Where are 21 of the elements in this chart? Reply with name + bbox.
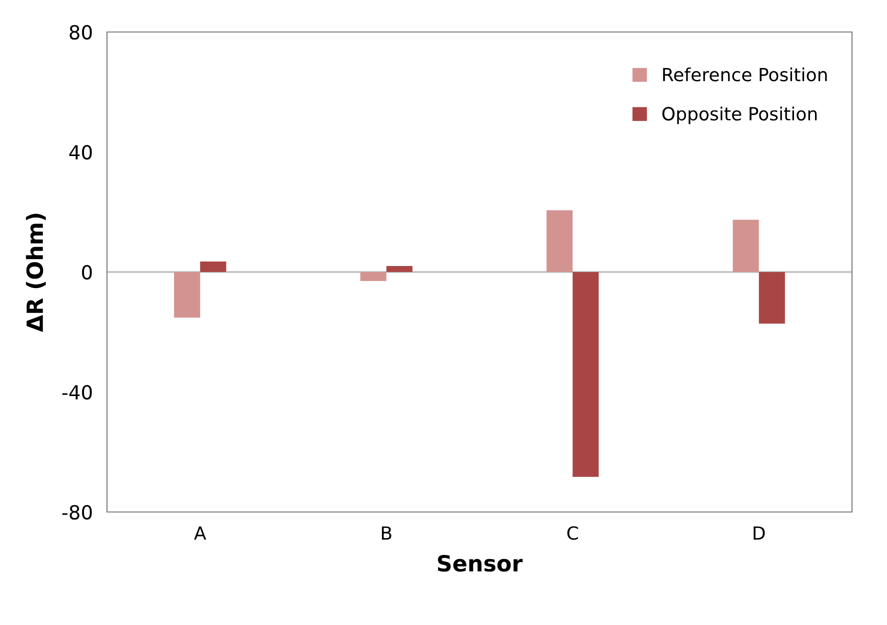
- y-tick-label: 40: [69, 144, 92, 160]
- x-tick-label: B: [382, 526, 392, 540]
- x-tick-label: C: [567, 526, 578, 540]
- y-axis-title: ΔR (Ohm): [26, 214, 46, 332]
- y-tick-label: 0: [82, 264, 92, 280]
- y-tick-label: -40: [62, 384, 92, 400]
- x-tick-label: D: [754, 526, 765, 540]
- x-tick-label: A: [194, 526, 206, 540]
- bar: [200, 262, 226, 272]
- y-tick-label: -80: [62, 504, 92, 520]
- bar: [386, 266, 412, 272]
- bar: [572, 272, 599, 477]
- bar: [546, 210, 573, 272]
- bar: [174, 272, 200, 318]
- bar: [758, 272, 785, 324]
- legend-label: Reference Position: [663, 67, 827, 82]
- y-tick-label: 80: [70, 24, 92, 40]
- x-axis-title: Sensor: [438, 554, 523, 572]
- legend-label: Opposite Position: [662, 106, 817, 124]
- bar: [360, 272, 386, 281]
- bar: [732, 220, 759, 272]
